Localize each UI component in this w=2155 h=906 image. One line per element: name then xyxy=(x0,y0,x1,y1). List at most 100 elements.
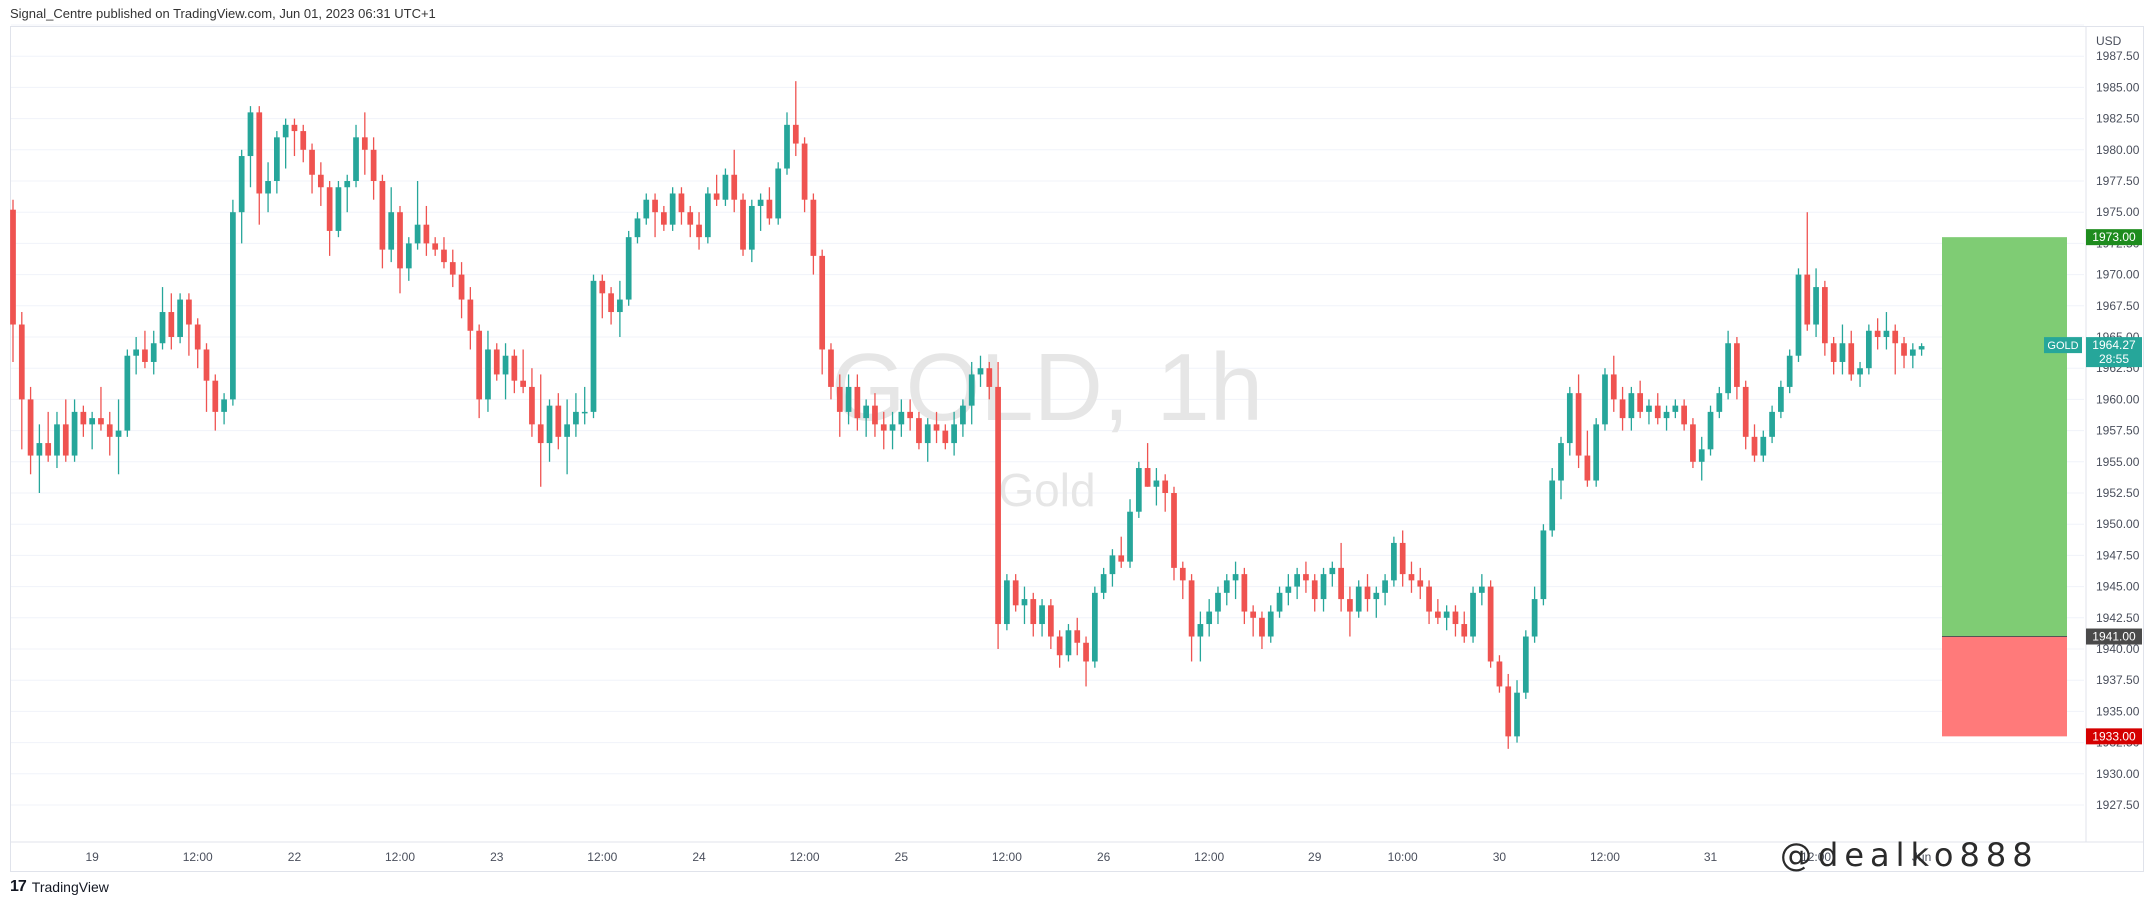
candle xyxy=(1100,567,1107,600)
candle-body xyxy=(924,424,931,444)
candle xyxy=(265,162,271,213)
candle xyxy=(1329,561,1336,587)
candle-body xyxy=(1012,580,1019,606)
candle xyxy=(1294,567,1300,600)
candle xyxy=(1311,574,1318,612)
candle-body xyxy=(1813,287,1819,325)
name-watermark: Gold xyxy=(998,464,1095,516)
time-tick-label: 12:00 xyxy=(790,850,820,864)
time-tick-label: 12:00 xyxy=(385,850,415,864)
candle-body xyxy=(599,280,606,294)
price-tick-label: 1952.50 xyxy=(2096,486,2140,500)
time-tick-label: 19 xyxy=(85,850,99,864)
candle-body xyxy=(1135,468,1142,512)
candle-body xyxy=(1144,468,1151,487)
candle xyxy=(757,193,764,231)
candle xyxy=(1215,586,1221,625)
time-tick-label: 12:00 xyxy=(992,850,1022,864)
candle-body xyxy=(845,386,852,412)
candle-body xyxy=(669,193,676,225)
candle-body xyxy=(441,249,447,263)
candle xyxy=(1602,368,1608,431)
social-handle-overlay: @dealko888 xyxy=(1780,836,2039,874)
candle xyxy=(194,318,201,369)
candle-body xyxy=(142,349,148,362)
candle xyxy=(1848,330,1855,381)
candle-body xyxy=(643,199,650,219)
candle xyxy=(1127,499,1133,568)
candle xyxy=(1734,337,1740,400)
candle-body xyxy=(1171,493,1177,568)
candle-body xyxy=(1610,374,1617,400)
candle-body xyxy=(1654,405,1661,419)
candle xyxy=(1206,599,1213,637)
candle xyxy=(71,399,78,462)
candle-body xyxy=(1716,393,1723,412)
candle xyxy=(529,368,535,437)
candle-body xyxy=(1435,611,1441,618)
candle-body xyxy=(467,299,474,331)
candle xyxy=(1382,574,1388,606)
candle xyxy=(1813,268,1819,337)
candle xyxy=(968,361,975,425)
price-tick-label: 1930.00 xyxy=(2096,767,2140,781)
candle xyxy=(907,399,913,431)
candle-body xyxy=(1478,586,1485,593)
candle xyxy=(344,174,351,213)
candle xyxy=(1646,399,1652,425)
candle-body xyxy=(1443,611,1450,618)
candle-body xyxy=(1127,511,1133,562)
candle xyxy=(1012,574,1019,612)
candle xyxy=(1769,405,1775,444)
candles xyxy=(10,81,1925,749)
candle-body xyxy=(731,174,738,200)
candle xyxy=(89,411,96,450)
candle xyxy=(1857,361,1863,387)
candle xyxy=(1188,574,1195,662)
candle-body xyxy=(361,137,368,150)
candle xyxy=(845,374,852,425)
candle xyxy=(353,124,359,188)
candle-body xyxy=(1408,574,1415,581)
candle-body xyxy=(757,199,764,206)
candle xyxy=(1241,567,1248,625)
last-price-bg xyxy=(2086,337,2142,368)
candle-body xyxy=(1373,592,1380,600)
candle-body xyxy=(423,224,430,244)
candle xyxy=(1417,567,1424,600)
candle xyxy=(942,424,949,450)
candle xyxy=(124,349,131,437)
candle-body xyxy=(1892,330,1899,344)
candle-body xyxy=(1487,586,1494,662)
candle-body xyxy=(608,293,614,313)
candle-body xyxy=(256,112,263,194)
price-tick-label: 1955.00 xyxy=(2096,455,2140,469)
stop-loss-zone xyxy=(1942,636,2067,737)
candle-body xyxy=(397,212,403,269)
tradingview-brand[interactable]: TradingView xyxy=(31,879,109,895)
candle xyxy=(1443,605,1450,631)
candle-body xyxy=(300,131,307,150)
candle xyxy=(872,393,878,437)
candle xyxy=(1338,542,1344,612)
candle-body xyxy=(854,386,861,419)
candle-body xyxy=(1786,355,1793,387)
candle-body xyxy=(1672,405,1679,412)
candle-body xyxy=(1566,393,1573,444)
time-tick-label: 31 xyxy=(1704,850,1718,864)
candle xyxy=(722,168,729,206)
candle-body xyxy=(1901,343,1907,356)
candle-body xyxy=(1918,346,1925,350)
candle xyxy=(1391,536,1397,587)
time-tick-label: 24 xyxy=(692,850,706,864)
candle xyxy=(986,361,993,400)
candle-body xyxy=(1558,443,1564,481)
time-tick-label: 23 xyxy=(490,850,504,864)
candle xyxy=(801,137,808,213)
candle xyxy=(1065,624,1072,662)
candle xyxy=(1091,586,1098,668)
time-tick-label: 26 xyxy=(1097,850,1111,864)
time-tick-label: Jun xyxy=(1912,850,1931,864)
candle-body xyxy=(801,143,808,200)
